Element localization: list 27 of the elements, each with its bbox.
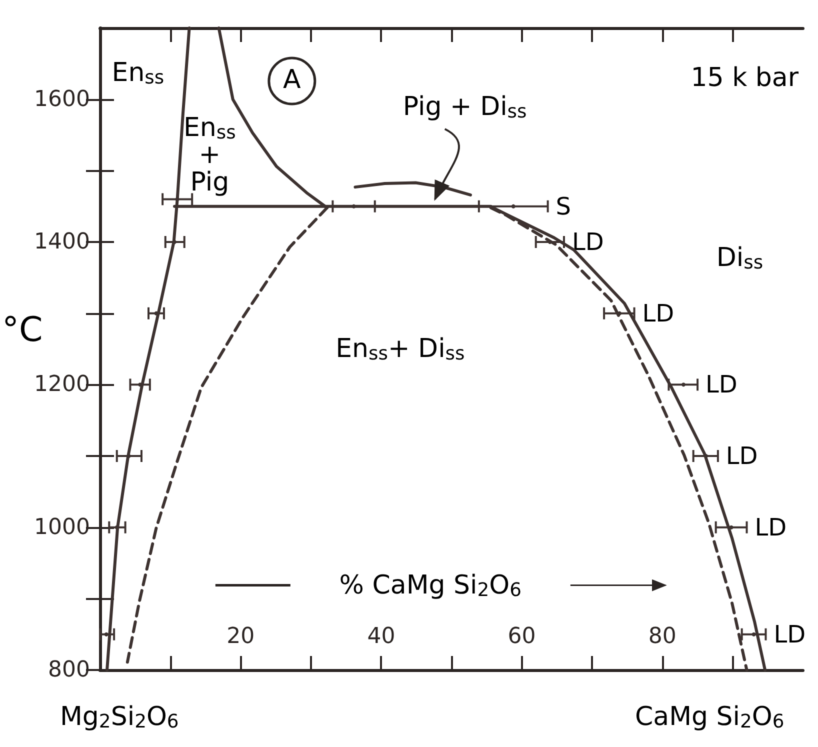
x-tick-label: 60: [508, 624, 536, 649]
annotation: A: [283, 65, 302, 95]
data-label: LD: [706, 370, 738, 399]
text: Mg2Si2O6: [60, 702, 179, 733]
annotation: Enss + Pig: [183, 112, 236, 198]
annotation: Enss: [112, 58, 164, 89]
data-label: LD: [726, 442, 758, 470]
text: CaMg Si2O6: [635, 702, 784, 733]
annotation: 15 k bar: [690, 63, 799, 94]
y-tick-label: 1400: [34, 230, 90, 254]
y-axis-title: °C: [2, 310, 43, 350]
x-axis-title: % CaMg Si2O6: [339, 570, 522, 601]
annotation: Diss: [716, 242, 764, 274]
data-label: LD: [572, 228, 604, 256]
x-tick-label: 20: [226, 624, 255, 649]
x-tick-label: 80: [648, 624, 676, 649]
x-tick-label: 40: [367, 624, 396, 649]
data-label: S: [556, 192, 572, 220]
annotation: Enss+ Diss: [336, 334, 465, 365]
y-tick-label: 1600: [34, 86, 90, 112]
annotation: Pig + Diss: [402, 92, 527, 123]
y-tick-label: 1200: [34, 372, 90, 398]
y-tick-label: 800: [48, 658, 90, 682]
data-label: LD: [642, 299, 674, 328]
data-label: LD: [774, 620, 806, 648]
data-label: LD: [754, 513, 787, 542]
y-tick-label: 1000: [34, 514, 90, 540]
